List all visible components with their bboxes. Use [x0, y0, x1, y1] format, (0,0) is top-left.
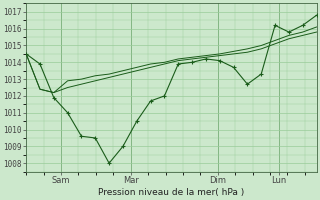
X-axis label: Pression niveau de la mer( hPa ): Pression niveau de la mer( hPa ) — [98, 188, 244, 197]
